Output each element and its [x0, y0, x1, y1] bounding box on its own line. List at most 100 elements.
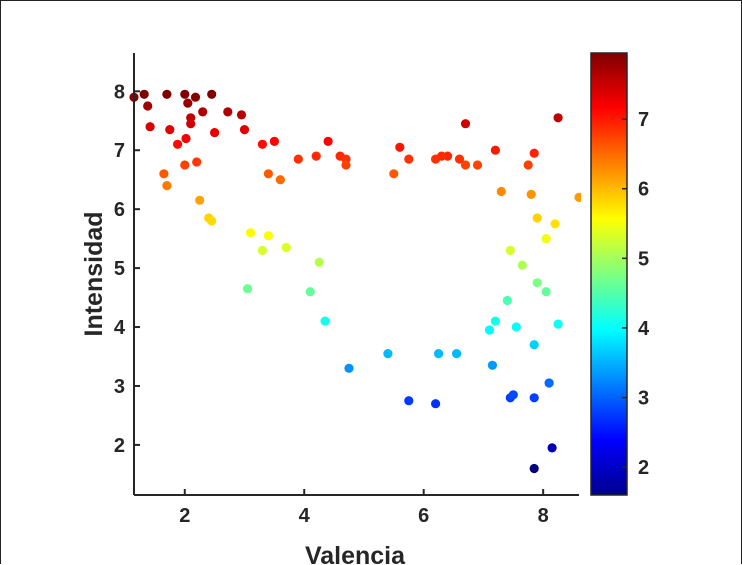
y-axis-title: Intensidad	[80, 211, 108, 336]
x-axis-title: Valencia	[305, 542, 406, 565]
data-point	[541, 234, 551, 244]
data-point	[145, 122, 155, 132]
data-point	[487, 360, 497, 370]
y-tick-label: 7	[114, 140, 125, 162]
data-point	[236, 110, 247, 120]
data-point	[511, 322, 521, 332]
data-point	[404, 396, 414, 406]
data-point	[529, 393, 539, 403]
data-point	[431, 399, 441, 409]
data-point	[395, 142, 405, 152]
colorbar-tick-label: 7	[638, 109, 649, 131]
colorbar: 2 3 4 5 6 7	[590, 52, 650, 496]
colorbar-tick-label: 2	[638, 457, 649, 479]
data-point	[165, 125, 175, 135]
data-point	[305, 287, 315, 297]
data-point	[341, 160, 351, 170]
data-point	[550, 219, 560, 229]
data-point	[553, 113, 563, 123]
data-point	[207, 216, 217, 226]
data-point	[293, 154, 303, 164]
data-point	[180, 160, 190, 170]
data-point	[383, 349, 393, 359]
data-point	[183, 98, 193, 108]
data-point	[505, 245, 515, 255]
data-point	[460, 160, 471, 170]
data-point	[275, 175, 285, 185]
data-point	[223, 107, 233, 117]
data-point	[517, 260, 527, 270]
data-point	[544, 378, 554, 388]
data-point	[162, 89, 172, 99]
data-point	[281, 242, 291, 253]
colorbar-tick-label: 4	[638, 318, 650, 340]
data-point	[460, 119, 471, 129]
y-tick-label: 5	[114, 258, 125, 280]
data-point	[320, 316, 330, 326]
data-point	[532, 278, 542, 288]
colorbar-tick-label: 3	[638, 388, 649, 410]
x-tick-label: 4	[299, 505, 311, 527]
data-points	[129, 89, 581, 474]
data-point	[484, 325, 494, 335]
data-point	[553, 319, 563, 329]
data-point	[323, 136, 333, 146]
data-point	[257, 139, 267, 149]
x-tick-label: 6	[418, 505, 429, 527]
data-point	[207, 89, 217, 99]
data-point	[529, 340, 539, 350]
data-point	[454, 154, 465, 164]
data-point	[404, 154, 414, 164]
data-point	[139, 89, 149, 99]
x-tick-label: 2	[179, 505, 190, 527]
data-point	[143, 101, 153, 111]
data-point	[210, 128, 220, 138]
data-point	[490, 145, 500, 155]
data-point	[452, 349, 462, 359]
data-point	[186, 119, 196, 129]
data-point	[496, 186, 506, 197]
data-point	[443, 151, 453, 161]
data-point	[159, 169, 169, 179]
data-point	[529, 148, 539, 158]
data-point	[173, 139, 183, 149]
data-point	[472, 160, 483, 170]
data-point	[195, 195, 205, 205]
data-point	[269, 136, 279, 146]
data-point	[523, 160, 533, 170]
data-point	[490, 316, 500, 326]
data-point	[311, 151, 321, 161]
data-point	[190, 92, 201, 102]
y-tick-label: 2	[114, 435, 125, 457]
data-point	[532, 213, 542, 223]
y-tick-label: 4	[114, 317, 126, 339]
y-tick-label: 6	[114, 199, 125, 221]
data-point	[180, 89, 190, 99]
y-tick-label: 3	[114, 376, 125, 398]
data-point	[541, 287, 551, 297]
data-point	[434, 349, 444, 359]
colorbar-gradient	[590, 52, 628, 496]
y-tick-label: 8	[114, 81, 125, 103]
data-point	[344, 363, 354, 373]
data-point	[198, 107, 208, 117]
data-point	[574, 192, 581, 202]
colorbar-tick-label: 6	[638, 179, 649, 201]
data-point	[239, 125, 250, 135]
axes: 2 4 6 8 2 3 4 5 6 7 8	[114, 53, 579, 527]
data-point	[245, 228, 256, 238]
data-point	[263, 231, 273, 241]
data-point	[526, 189, 536, 199]
data-point	[192, 157, 202, 167]
data-point	[257, 245, 267, 255]
data-point	[502, 295, 512, 306]
data-point	[389, 169, 399, 179]
data-point	[508, 390, 518, 400]
colorbar-tick-label: 5	[638, 248, 649, 270]
data-point	[547, 443, 557, 453]
x-tick-label: 8	[538, 505, 549, 527]
data-point	[242, 284, 253, 294]
data-point	[314, 257, 324, 267]
